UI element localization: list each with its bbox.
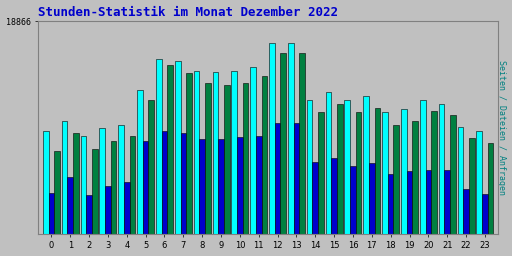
Bar (420, 100, 425, 256)
Bar (262, 76, 267, 256)
Bar (237, 137, 243, 256)
Bar (130, 136, 135, 256)
Bar (156, 59, 162, 256)
Y-axis label: Seiten / Dateien / Anfragen: Seiten / Dateien / Anfragen (498, 60, 506, 195)
Bar (118, 125, 124, 256)
Bar (312, 162, 318, 256)
Bar (124, 182, 130, 256)
Bar (143, 141, 148, 256)
Bar (477, 131, 482, 256)
Bar (205, 83, 210, 256)
Bar (62, 121, 68, 256)
Bar (111, 141, 116, 256)
Bar (288, 43, 293, 256)
Bar (167, 65, 173, 256)
Bar (181, 133, 186, 256)
Bar (80, 136, 86, 256)
Bar (162, 131, 167, 256)
Bar (299, 53, 305, 256)
Bar (326, 92, 331, 256)
Bar (425, 170, 431, 256)
Bar (199, 139, 205, 256)
Bar (439, 104, 444, 256)
Bar (412, 121, 418, 256)
Bar (218, 139, 224, 256)
Bar (345, 100, 350, 256)
Bar (375, 108, 380, 256)
Bar (256, 136, 262, 256)
Bar (337, 104, 343, 256)
Bar (401, 109, 407, 256)
Bar (469, 138, 475, 256)
Bar (444, 170, 450, 256)
Bar (275, 123, 281, 256)
Bar (250, 67, 256, 256)
Bar (394, 125, 399, 256)
Bar (175, 61, 181, 256)
Bar (137, 90, 143, 256)
Bar (431, 111, 437, 256)
Text: Stunden-Statistik im Monat Dezember 2022: Stunden-Statistik im Monat Dezember 2022 (38, 6, 338, 18)
Bar (281, 53, 286, 256)
Bar (407, 171, 412, 256)
Bar (243, 83, 248, 256)
Bar (54, 152, 60, 256)
Bar (92, 150, 98, 256)
Bar (105, 186, 111, 256)
Bar (369, 163, 375, 256)
Bar (231, 71, 237, 256)
Bar (49, 193, 54, 256)
Bar (482, 194, 488, 256)
Bar (331, 158, 337, 256)
Bar (463, 188, 469, 256)
Bar (364, 96, 369, 256)
Bar (356, 112, 361, 256)
Bar (269, 43, 275, 256)
Bar (293, 123, 299, 256)
Bar (388, 174, 394, 256)
Bar (318, 112, 324, 256)
Bar (212, 72, 218, 256)
Bar (148, 100, 154, 256)
Bar (350, 166, 356, 256)
Bar (307, 100, 312, 256)
Bar (99, 128, 105, 256)
Bar (450, 115, 456, 256)
Bar (86, 195, 92, 256)
Bar (224, 84, 229, 256)
Bar (382, 112, 388, 256)
Bar (186, 73, 192, 256)
Bar (43, 131, 49, 256)
Bar (73, 133, 79, 256)
Bar (194, 71, 199, 256)
Bar (68, 177, 73, 256)
Bar (458, 127, 463, 256)
Bar (488, 143, 494, 256)
